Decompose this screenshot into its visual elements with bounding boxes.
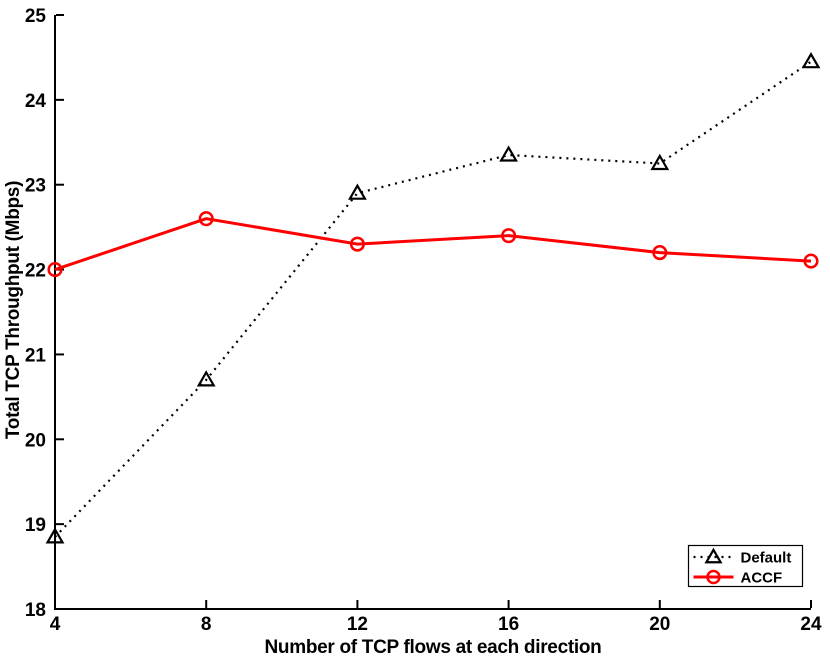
triangle-marker bbox=[347, 183, 367, 200]
x-tick-label: 8 bbox=[201, 614, 212, 635]
y-tick-label: 23 bbox=[25, 176, 46, 197]
legend-label-default: Default bbox=[741, 550, 792, 567]
axis-lines bbox=[54, 15, 811, 610]
triangle-marker bbox=[45, 527, 65, 544]
legend-label-accf: ACCF bbox=[741, 570, 783, 587]
triangle-marker bbox=[196, 370, 216, 387]
y-tick-label: 25 bbox=[25, 6, 47, 27]
y-tick-label: 24 bbox=[25, 91, 47, 112]
x-tick-label: 20 bbox=[649, 614, 670, 635]
series-line-default bbox=[54, 60, 812, 538]
circle-marker bbox=[803, 253, 819, 269]
y-tick-label: 20 bbox=[25, 430, 46, 451]
triangle-marker bbox=[801, 51, 821, 69]
x-axis-label: Number of TCP flows at each direction bbox=[265, 637, 602, 658]
y-axis-label: Total TCP Throughput (Mbps) bbox=[3, 181, 24, 439]
x-tick-label: 4 bbox=[50, 614, 61, 635]
circle-marker bbox=[47, 262, 63, 278]
y-tick-label: 19 bbox=[25, 515, 46, 536]
x-tick-label: 12 bbox=[347, 614, 368, 635]
y-tick-label: 18 bbox=[25, 600, 46, 621]
circle-marker bbox=[652, 245, 668, 261]
x-tick-label: 16 bbox=[498, 614, 519, 635]
y-tick-label: 22 bbox=[25, 261, 46, 282]
triangle-marker bbox=[499, 145, 519, 162]
triangle-marker bbox=[704, 547, 723, 564]
circle-marker bbox=[501, 228, 517, 244]
circle-marker bbox=[349, 236, 365, 252]
x-tick-label: 24 bbox=[800, 614, 822, 635]
series-line-accf bbox=[54, 217, 812, 271]
plot-area: 18 19 20 21 22 23 24 25 4 8 12 16 20 24 Default ACCF bbox=[25, 6, 822, 635]
y-tick-label: 21 bbox=[25, 345, 47, 366]
triangle-marker bbox=[650, 153, 670, 171]
circle-marker bbox=[706, 569, 721, 585]
circle-marker bbox=[198, 211, 214, 227]
